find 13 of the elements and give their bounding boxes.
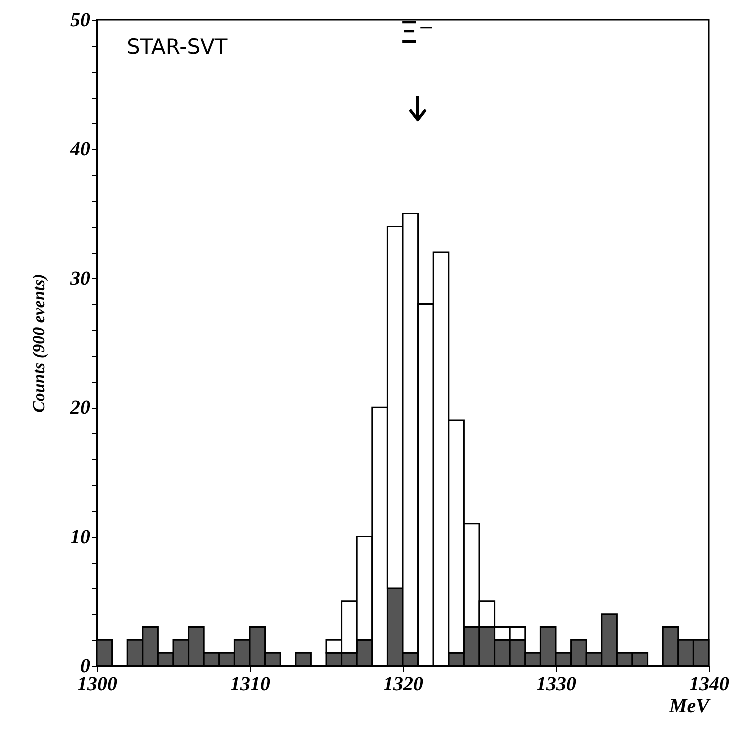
x-tick-label: 1330	[536, 674, 576, 696]
x-tick-label: 1320	[384, 674, 424, 696]
annotation: STAR-SVT	[127, 35, 228, 59]
y-tick-label: 20	[70, 397, 90, 420]
annotation: Ξ⁻	[400, 16, 434, 51]
y-tick-label: 30	[70, 268, 90, 290]
y-tick-label: 50	[70, 10, 90, 32]
y-tick-label: 10	[70, 526, 90, 548]
y-axis-title: Counts (900 events)	[30, 274, 48, 413]
x-tick-label: 1340	[690, 674, 730, 696]
y-tick-label: 40	[70, 138, 90, 161]
x-axis-title: MeV	[668, 696, 712, 718]
x-tick-label: 1310	[230, 674, 270, 696]
